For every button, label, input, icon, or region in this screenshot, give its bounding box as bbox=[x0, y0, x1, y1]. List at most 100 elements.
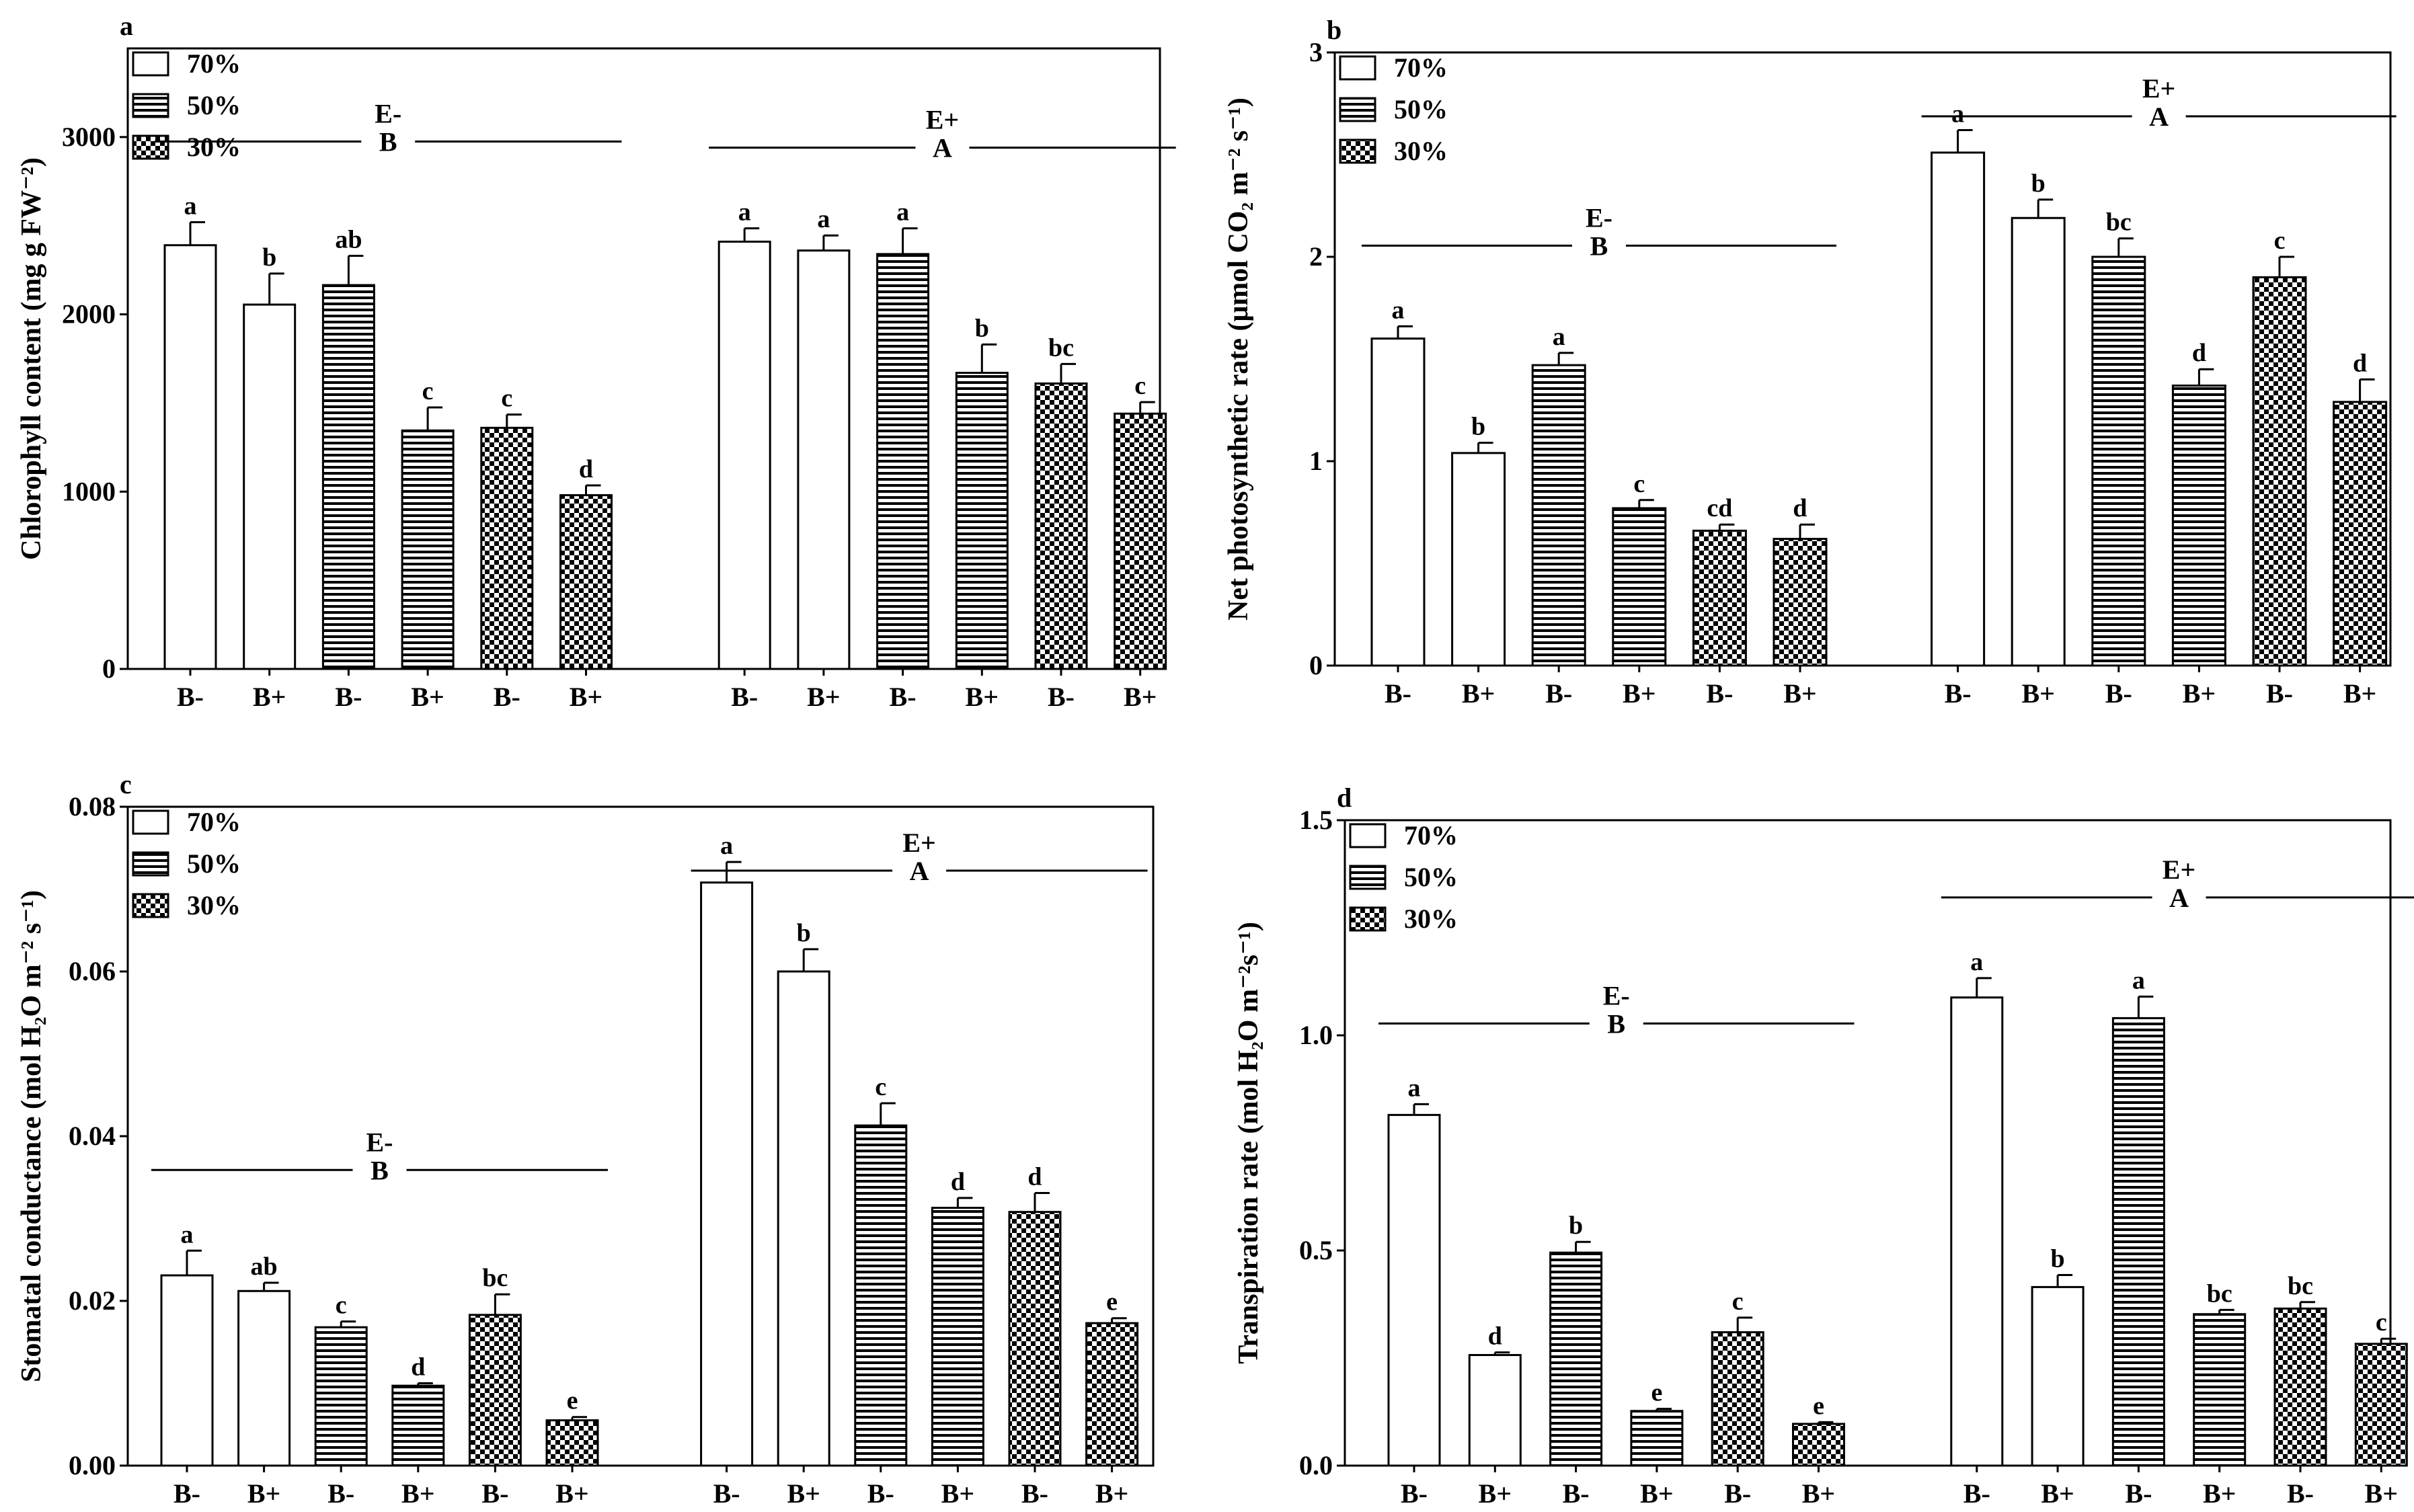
legend-label: 50% bbox=[1394, 94, 1448, 124]
bar bbox=[717, 240, 771, 670]
bar bbox=[1549, 1251, 1603, 1467]
x-tick-label: B- bbox=[867, 1478, 894, 1509]
legend-label: 30% bbox=[187, 890, 241, 920]
bar bbox=[1931, 151, 1986, 667]
significance-letter: bc bbox=[2288, 1272, 2313, 1300]
legend-label: 50% bbox=[187, 848, 241, 879]
bar bbox=[559, 494, 613, 670]
y-axis-label: Transpiration rate (mol H₂O m⁻²s⁻¹) bbox=[1233, 922, 1264, 1364]
x-tick-label: B+ bbox=[2041, 1478, 2074, 1509]
x-tick-label: B+ bbox=[1783, 678, 1816, 709]
significance-letter: b bbox=[975, 314, 989, 342]
bar bbox=[1451, 452, 1506, 667]
x-tick-label: B- bbox=[327, 1478, 354, 1509]
y-tick-label: 3 bbox=[1309, 37, 1323, 67]
legend-swatch bbox=[132, 809, 169, 835]
x-tick-label: B- bbox=[1963, 1478, 1990, 1509]
x-tick-label: B+ bbox=[941, 1478, 974, 1509]
bar bbox=[1531, 364, 1586, 667]
group-label: E+ bbox=[902, 828, 935, 858]
significance-letter: d bbox=[2192, 339, 2206, 367]
bar bbox=[2091, 255, 2146, 667]
x-tick-label: B+ bbox=[1124, 682, 1157, 712]
bar bbox=[876, 253, 930, 670]
y-tick-label: 0.0 bbox=[1299, 1450, 1333, 1480]
significance-letter: a bbox=[184, 192, 197, 220]
x-tick-label: B- bbox=[890, 682, 917, 712]
legend-swatch bbox=[132, 134, 169, 160]
x-tick-label: B+ bbox=[401, 1478, 434, 1509]
significance-letter: d bbox=[2353, 349, 2367, 377]
legend-label: 70% bbox=[187, 807, 241, 837]
bar bbox=[955, 372, 1009, 670]
bar bbox=[160, 1274, 214, 1467]
panel-letter: c bbox=[120, 769, 132, 799]
group-significance-letter: A bbox=[2169, 883, 2189, 913]
significance-letter: b bbox=[262, 243, 276, 272]
x-tick-label: B- bbox=[731, 682, 758, 712]
y-axis-label: Net photosynthetic rate (μmol CO₂ m⁻² s⁻… bbox=[1223, 97, 1254, 621]
x-tick-label: B+ bbox=[2343, 678, 2376, 709]
significance-letter: c bbox=[2376, 1308, 2387, 1337]
x-tick-label: B+ bbox=[966, 682, 999, 712]
x-tick-label: B+ bbox=[247, 1478, 280, 1509]
significance-letter: b bbox=[1569, 1211, 1583, 1240]
group-significance-letter: B bbox=[379, 126, 397, 157]
x-tick-label: B- bbox=[1385, 678, 1411, 709]
bar bbox=[237, 1289, 291, 1467]
bar bbox=[854, 1124, 908, 1467]
group-significance-letter: B bbox=[1590, 231, 1608, 261]
x-tick-label: B- bbox=[2266, 678, 2293, 709]
legend-swatch bbox=[132, 51, 169, 77]
y-tick-label: 0.02 bbox=[69, 1285, 116, 1316]
x-tick-label: B- bbox=[1563, 1478, 1590, 1509]
significance-letter: a bbox=[1408, 1074, 1421, 1102]
legend-label: 50% bbox=[187, 90, 241, 120]
group-label: E+ bbox=[926, 105, 959, 135]
bar bbox=[2273, 1307, 2327, 1467]
x-tick-label: B+ bbox=[555, 1478, 588, 1509]
y-tick-label: 1 bbox=[1309, 446, 1323, 476]
bar bbox=[1468, 1354, 1522, 1467]
bar bbox=[545, 1419, 599, 1467]
bar bbox=[1370, 337, 1426, 667]
significance-letter: a bbox=[896, 198, 909, 227]
x-tick-label: B- bbox=[1545, 678, 1572, 709]
x-tick-label: B+ bbox=[1640, 1478, 1673, 1509]
significance-letter: ab bbox=[335, 226, 362, 254]
x-tick-label: B+ bbox=[2365, 1478, 2398, 1509]
group-significance-letter: A bbox=[933, 133, 952, 163]
significance-letter: d bbox=[1027, 1163, 1042, 1191]
x-tick-label: B- bbox=[1048, 682, 1075, 712]
group-label: E- bbox=[1586, 202, 1612, 233]
legend-swatch bbox=[1349, 823, 1387, 848]
significance-letter: a bbox=[1392, 296, 1405, 324]
significance-letter: a bbox=[2132, 966, 2145, 994]
bar bbox=[2011, 216, 2066, 667]
bar bbox=[1630, 1410, 1684, 1467]
x-tick-label: B- bbox=[1945, 678, 1972, 709]
bar bbox=[2252, 276, 2307, 667]
legend-label: 70% bbox=[187, 48, 241, 79]
bar bbox=[1950, 996, 2004, 1467]
x-tick-label: B- bbox=[335, 682, 362, 712]
legend-swatch bbox=[132, 851, 169, 877]
y-tick-label: 0.08 bbox=[69, 791, 116, 822]
x-tick-label: B+ bbox=[787, 1478, 820, 1509]
bar bbox=[1692, 529, 1747, 667]
significance-letter: b bbox=[2031, 169, 2046, 198]
x-tick-label: B+ bbox=[1095, 1478, 1128, 1509]
y-axis-label: Stomatal conductance (mol H₂O m⁻² s⁻¹) bbox=[16, 890, 47, 1382]
significance-letter: bc bbox=[482, 1264, 508, 1292]
legend-label: 70% bbox=[1404, 820, 1458, 850]
bar bbox=[2333, 401, 2388, 667]
significance-letter: d bbox=[951, 1168, 965, 1196]
panel-d: d 0.0 0.5 1.0 1.5 Transpiration rate (mol H₂O… bbox=[1233, 783, 2414, 1509]
legend-swatch bbox=[132, 93, 169, 118]
significance-letter: d bbox=[411, 1353, 425, 1382]
significance-letter: d bbox=[579, 455, 593, 483]
y-tick-label: 1.0 bbox=[1299, 1020, 1333, 1050]
significance-letter: d bbox=[1793, 494, 1807, 522]
x-tick-label: B- bbox=[2125, 1478, 2152, 1509]
significance-letter: a bbox=[1951, 100, 1964, 128]
